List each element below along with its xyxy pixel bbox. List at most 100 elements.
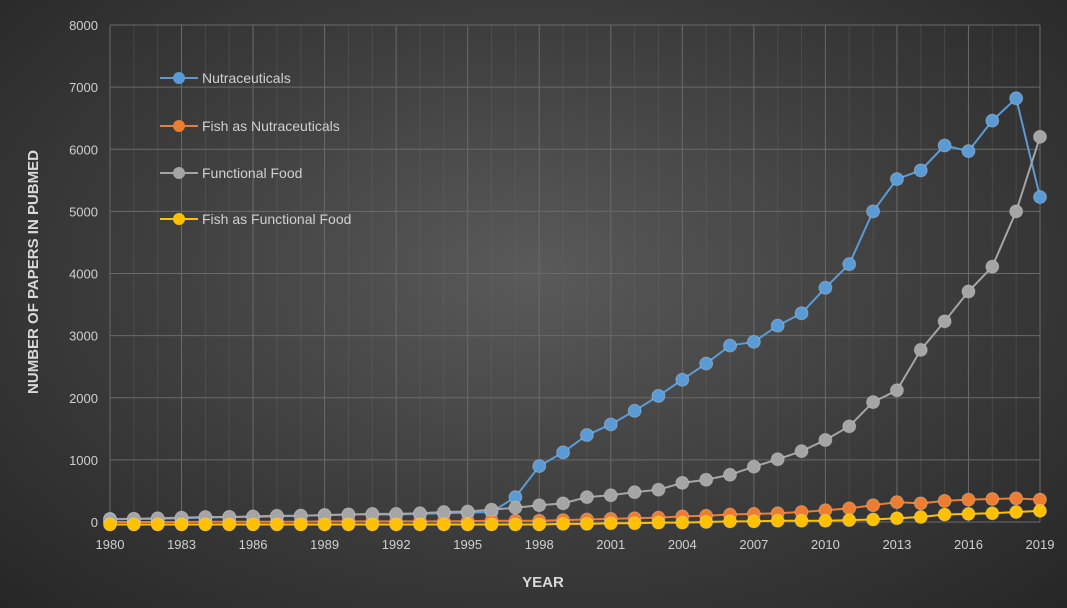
data-point (699, 356, 714, 371)
data-point (699, 472, 714, 487)
data-point (675, 372, 690, 387)
data-point (746, 459, 761, 474)
x-tick-label: 1989 (310, 537, 339, 552)
data-point (961, 144, 976, 159)
series-functional-food (103, 129, 1047, 527)
series-line (110, 509, 1041, 526)
data-point (532, 517, 547, 532)
data-point (961, 506, 976, 521)
data-point (508, 517, 523, 532)
data-point (627, 516, 642, 531)
data-point (174, 517, 189, 532)
data-point (866, 512, 881, 527)
legend-entry: Fish as Functional Food (160, 211, 351, 227)
data-point (889, 495, 904, 510)
data-point (222, 517, 237, 532)
series-fish-as-functional-food (103, 503, 1047, 532)
data-point (556, 516, 571, 531)
data-point (842, 513, 857, 528)
data-point (842, 257, 857, 272)
x-tick-label: 2019 (1026, 537, 1055, 552)
series-layer (103, 91, 1047, 532)
data-point (627, 485, 642, 500)
data-point (269, 517, 284, 532)
data-point (603, 516, 618, 531)
data-point (579, 428, 594, 443)
data-point (889, 383, 904, 398)
data-point (651, 482, 666, 497)
data-point (937, 507, 952, 522)
data-point (317, 517, 332, 532)
legend: Nutraceuticals Fish as Nutraceuticals Func… (160, 70, 351, 227)
x-tick-label: 2004 (668, 537, 697, 552)
data-point (675, 475, 690, 490)
legend-marker (173, 167, 185, 179)
data-point (460, 517, 475, 532)
x-axis-title: YEAR (522, 574, 564, 591)
x-tick-label: 1992 (382, 537, 411, 552)
data-point (341, 517, 356, 532)
x-tick-label: 1980 (96, 537, 125, 552)
legend-label: Functional Food (202, 165, 302, 181)
data-point (866, 204, 881, 219)
data-point (436, 505, 451, 520)
data-point (484, 502, 499, 517)
data-point (937, 314, 952, 329)
data-point (365, 517, 380, 532)
data-point (866, 498, 881, 513)
y-tick-label: 1000 (69, 453, 98, 468)
data-point (389, 517, 404, 532)
data-point (484, 517, 499, 532)
y-tick-label: 7000 (69, 80, 98, 95)
data-point (723, 467, 737, 482)
legend-label: Fish as Nutraceuticals (202, 118, 340, 134)
data-point (913, 496, 928, 511)
y-tick-label: 8000 (69, 18, 98, 33)
data-point (1033, 129, 1047, 144)
x-axis-ticks: 1980 1983 1986 1989 1992 1995 1998 2001 2004 2007… (96, 537, 1055, 552)
data-point (293, 517, 308, 532)
x-tick-label: 1986 (239, 537, 268, 552)
series-line (110, 96, 1041, 520)
data-point (1009, 491, 1024, 506)
data-point (627, 403, 642, 418)
data-point (770, 318, 785, 333)
x-tick-label: 1983 (167, 537, 196, 552)
data-point (1009, 91, 1024, 106)
data-point (579, 516, 594, 531)
data-point (889, 172, 904, 187)
x-tick-label: 2010 (811, 537, 840, 552)
data-point (985, 492, 1000, 507)
data-point (198, 517, 213, 532)
y-tick-label: 2000 (69, 391, 98, 406)
x-tick-label: 1998 (525, 537, 554, 552)
legend-entry: Functional Food (160, 165, 302, 181)
data-point (532, 498, 547, 513)
data-point (794, 513, 809, 528)
data-point (866, 395, 881, 410)
data-point (651, 515, 666, 530)
series-line (109, 136, 1041, 521)
data-point (794, 444, 809, 459)
data-point (818, 280, 833, 295)
data-point (818, 513, 833, 528)
y-tick-label: 4000 (69, 267, 98, 282)
data-point (746, 514, 761, 529)
legend-entry: Nutraceuticals (160, 70, 291, 86)
data-point (794, 306, 809, 321)
data-point (246, 517, 261, 532)
data-point (460, 504, 475, 519)
y-tick-label: 6000 (69, 142, 98, 157)
data-point (126, 517, 141, 532)
data-point (1009, 505, 1024, 520)
data-point (603, 488, 618, 503)
data-point (413, 517, 427, 532)
legend-marker (173, 72, 185, 84)
x-tick-label: 2001 (596, 537, 625, 552)
data-point (1033, 503, 1047, 518)
legend-entry: Fish as Nutraceuticals (160, 118, 340, 134)
x-tick-label: 2016 (954, 537, 983, 552)
legend-label: Nutraceuticals (202, 70, 291, 86)
x-tick-label: 2013 (882, 537, 911, 552)
